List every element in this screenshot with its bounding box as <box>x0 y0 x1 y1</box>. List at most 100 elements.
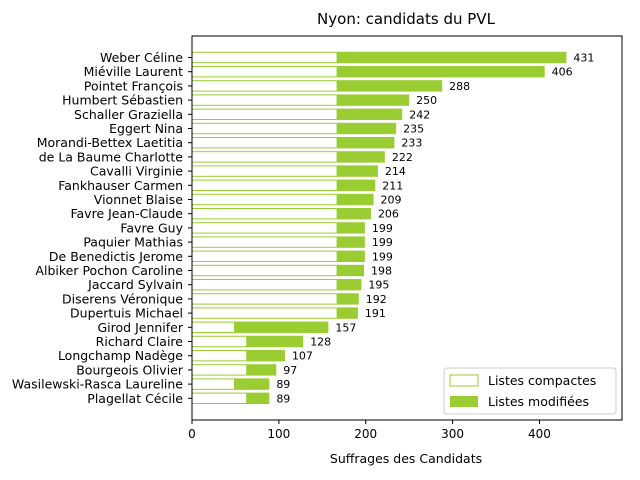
y-tick-label: Wasilewski-Rasca Laureline <box>12 377 183 392</box>
bar-modified <box>337 264 364 277</box>
value-label: 288 <box>449 80 470 93</box>
bar-modified <box>337 80 443 92</box>
legend-swatch-compact <box>449 374 479 387</box>
y-tick-label: de La Baume Charlotte <box>39 149 184 164</box>
value-label: 250 <box>416 94 437 107</box>
value-label: 211 <box>382 179 403 192</box>
bar-compact <box>191 279 338 291</box>
bar-modified <box>337 165 378 177</box>
bar-compact <box>191 364 248 376</box>
plot-frame <box>191 35 623 421</box>
bar-compact <box>191 378 236 390</box>
legend: Listes compactes Listes modifiées <box>443 367 617 415</box>
bar-compact <box>191 137 338 149</box>
x-tick-label: 400 <box>528 427 551 441</box>
y-tick-label: Paquier Mathias <box>83 235 183 250</box>
bar-modified <box>337 151 385 163</box>
bar-modified <box>337 137 395 149</box>
y-tick-label: Vionnet Blaise <box>94 192 184 207</box>
y-tick-label: Longchamp Nadège <box>58 348 183 363</box>
y-tick-label: Albiker Pochon Caroline <box>35 263 183 278</box>
bar-compact <box>191 335 248 348</box>
value-label: 199 <box>372 222 393 235</box>
bar-modified <box>246 335 304 348</box>
bar-compact <box>191 151 338 163</box>
y-tick-label: De Benedictis Jerome <box>49 249 183 264</box>
bar-compact <box>191 222 338 234</box>
legend-box <box>443 367 617 415</box>
bar-modified <box>337 179 376 191</box>
bar-modified <box>234 321 329 333</box>
legend-label-modified: Listes modifiées <box>488 394 589 409</box>
bar-modified <box>337 108 403 120</box>
bar-compact <box>191 392 248 405</box>
x-axis-ticks: 0 100 200 300 400 <box>188 420 551 441</box>
x-tick-label: 200 <box>354 427 377 441</box>
value-label: 235 <box>403 123 424 136</box>
x-tick-label: 100 <box>267 427 290 441</box>
value-label: 199 <box>372 236 393 249</box>
bar-modified <box>234 378 270 390</box>
value-label: 431 <box>573 52 594 65</box>
y-tick-label: Cavalli Virginie <box>90 164 183 179</box>
y-tick-label: Schaller Graziella <box>74 107 183 122</box>
y-tick-label: Morandi-Bettex Laetitia <box>37 135 183 150</box>
bar-modified <box>337 307 358 319</box>
value-label: 89 <box>276 378 290 391</box>
bar-compact <box>191 94 338 106</box>
bar-modified <box>337 208 371 220</box>
y-tick-label: Weber Céline <box>100 50 183 65</box>
value-label: 107 <box>292 350 313 363</box>
y-tick-label: Favre Jean-Claude <box>70 206 183 221</box>
x-tick-label: 0 <box>188 427 196 441</box>
bar-compact <box>191 165 338 177</box>
value-label: 199 <box>372 250 393 263</box>
value-label: 198 <box>371 265 392 278</box>
bar-compact <box>191 250 338 263</box>
bar-modified <box>337 236 365 248</box>
bar-modified <box>337 293 359 305</box>
y-tick-label: Miéville Laurent <box>84 64 183 79</box>
y-tick-label: Plagellat Cécile <box>87 391 183 406</box>
value-label: 89 <box>276 392 290 405</box>
y-tick-label: Pointet François <box>84 78 183 93</box>
value-label: 128 <box>310 336 331 349</box>
bar-compact <box>191 350 248 362</box>
bar-compact <box>191 264 338 277</box>
y-tick-label: Favre Guy <box>120 220 183 235</box>
bar-modified <box>337 51 567 64</box>
x-axis-label: Suffrages des Candidats <box>330 451 482 466</box>
bar-compact <box>191 80 338 92</box>
value-label: 206 <box>378 208 399 221</box>
bar-compact <box>191 236 338 248</box>
value-label: 192 <box>366 293 387 306</box>
value-label: 406 <box>552 66 573 79</box>
bar-modified <box>337 222 365 234</box>
bar-modified <box>337 94 410 106</box>
y-tick-label: Bourgeois Olivier <box>76 362 184 377</box>
y-tick-label: Fankhauser Carmen <box>58 178 183 193</box>
bar-compact <box>191 66 338 78</box>
chart-title: Nyon: candidats du PVL <box>317 10 496 28</box>
value-label: 97 <box>283 364 297 377</box>
value-label: 222 <box>392 151 413 164</box>
bar-compact <box>191 51 338 64</box>
bar-compact <box>191 122 338 135</box>
value-labels-group: 4314062882502422352332222142112092061991… <box>276 52 594 406</box>
bar-compact <box>191 321 236 334</box>
value-label: 191 <box>365 307 386 320</box>
y-tick-label: Richard Claire <box>96 334 184 349</box>
y-tick-label: Girod Jennifer <box>97 320 183 335</box>
y-tick-label: Diserens Véronique <box>62 291 183 306</box>
bar-modified <box>337 66 545 78</box>
bar-modified <box>337 193 374 206</box>
bar-compact <box>191 208 338 220</box>
bar-modified <box>246 392 270 404</box>
legend-swatch-modified <box>450 396 478 407</box>
value-label: 157 <box>335 321 356 334</box>
value-label: 233 <box>401 137 422 150</box>
bar-modified <box>246 350 285 362</box>
y-tick-label: Dupertuis Michael <box>70 306 183 321</box>
